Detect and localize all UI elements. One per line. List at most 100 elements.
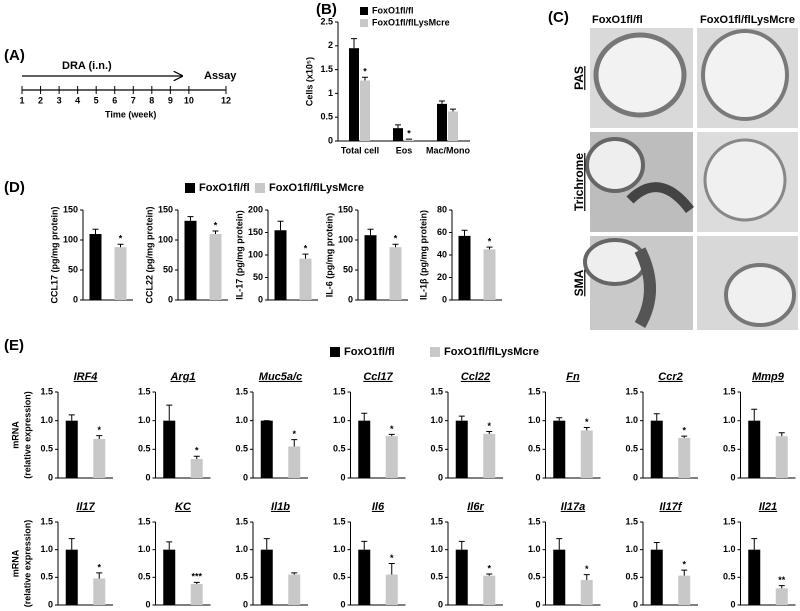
chart-title: Il6r	[467, 501, 484, 513]
bar	[349, 48, 359, 141]
chart-title: Mmp9	[752, 371, 785, 383]
legend-swatch	[255, 183, 265, 193]
error-bar	[277, 220, 284, 231]
error-bar	[96, 435, 103, 440]
legend-label: FoxO1fl/fl	[344, 346, 395, 358]
timeline-label: Time (week)	[105, 109, 156, 119]
y-tick-label: 150	[248, 227, 263, 237]
error-bar	[302, 253, 309, 259]
legend-swatch	[360, 7, 368, 15]
week-label: 12	[221, 95, 231, 105]
error-bar	[351, 38, 357, 49]
chart-title: Il17	[76, 501, 95, 513]
y-tick-label: 0	[258, 294, 263, 304]
y-tick-label: 50	[163, 264, 173, 274]
week-label: 3	[57, 95, 62, 105]
error-bar	[361, 412, 368, 421]
y-tick-label: 150	[158, 204, 173, 214]
y-tick-label: 0.5	[528, 572, 541, 582]
y-tick-label: 1.0	[138, 544, 151, 554]
y-tick-label: 0	[633, 472, 638, 482]
bar	[358, 549, 371, 605]
y-tick-label: 0	[633, 599, 638, 609]
y-tick-label: 1.0	[235, 544, 248, 554]
significance: *	[214, 220, 218, 230]
bar	[163, 549, 176, 605]
significance: *	[119, 234, 123, 244]
bar	[483, 433, 496, 478]
significance: *	[292, 429, 296, 439]
significance: *	[488, 237, 492, 247]
error-bar	[439, 100, 445, 104]
significance: *	[97, 425, 101, 435]
error-bar	[193, 455, 200, 460]
treatment: DRA (i.n.)	[62, 60, 112, 72]
significance: *	[195, 446, 199, 456]
bar	[65, 549, 78, 605]
panel-label: (E)	[4, 337, 24, 354]
legend-label: FoxO1fl/flLysMcre	[444, 346, 539, 358]
y-tick-label: 1.0	[625, 544, 638, 554]
y-tick-label: 1.0	[430, 544, 443, 554]
legend-label: FoxO1fl/flLysMcre	[269, 182, 364, 194]
panel-label: (C)	[548, 9, 569, 26]
y-tick-label: 1.0	[723, 544, 736, 554]
y-axis-label: CCL17 (pg/mg protein)	[49, 207, 59, 304]
y-tick-label: 1.5	[333, 516, 346, 526]
bar	[114, 247, 127, 300]
error-bar	[778, 432, 785, 437]
bar	[163, 420, 176, 478]
y-tick-label: 50	[68, 264, 78, 274]
bar	[553, 420, 566, 478]
y-tick-label: 1.5	[528, 386, 541, 396]
y-tick-label: 0	[438, 599, 443, 609]
y-axis-label: mRNA	[10, 421, 20, 449]
error-bar	[583, 574, 590, 581]
error-bar	[68, 414, 75, 421]
bar	[260, 420, 273, 478]
y-tick-label: 1.5	[138, 516, 151, 526]
significance: *	[487, 563, 491, 573]
error-bar	[583, 427, 590, 431]
y-tick-label: 150	[63, 204, 78, 214]
error-bar	[458, 540, 465, 550]
error-bar	[556, 417, 563, 421]
legend-swatch	[360, 19, 368, 27]
bar	[393, 128, 403, 141]
y-tick-label: 0.5	[430, 572, 443, 582]
significance: *	[682, 560, 686, 570]
chart-title: Il1b	[271, 501, 290, 513]
bar	[483, 575, 496, 605]
bar	[274, 230, 287, 300]
y-tick-label: 1.5	[235, 516, 248, 526]
y-axis-label: CCL22 (pg/mg protein)	[144, 207, 154, 304]
y-tick-label: 50	[253, 272, 263, 282]
y-axis-label: IL-1β (pg/mg protein)	[418, 210, 428, 300]
week-label: 1	[19, 95, 24, 105]
error-bar	[653, 413, 660, 421]
bar	[288, 446, 301, 478]
y-tick-label: 0	[145, 599, 150, 609]
y-tick-label: 2.5	[320, 16, 333, 26]
row-label: Trichrome	[572, 153, 586, 211]
legend-swatch	[185, 183, 195, 193]
legend-swatch	[430, 347, 440, 357]
error-bar	[166, 541, 173, 550]
error-bar	[388, 433, 395, 437]
y-tick-label: 0.5	[430, 444, 443, 454]
legend-label: FoxO1fl/fl	[199, 182, 250, 194]
bar	[650, 420, 663, 478]
error-bar	[486, 431, 493, 434]
chart-title: Arg1	[169, 371, 195, 383]
y-tick-label: 200	[248, 204, 263, 214]
bar	[389, 247, 402, 300]
bar	[358, 420, 371, 478]
row-label: PAS	[572, 66, 586, 90]
bar	[748, 420, 761, 478]
error-bar	[92, 228, 99, 234]
y-tick-label: 0.5	[333, 572, 346, 582]
bar	[288, 574, 301, 605]
error-bar	[461, 229, 468, 236]
chart-title: Muc5a/c	[259, 371, 302, 383]
row-label: SMA	[572, 269, 586, 296]
